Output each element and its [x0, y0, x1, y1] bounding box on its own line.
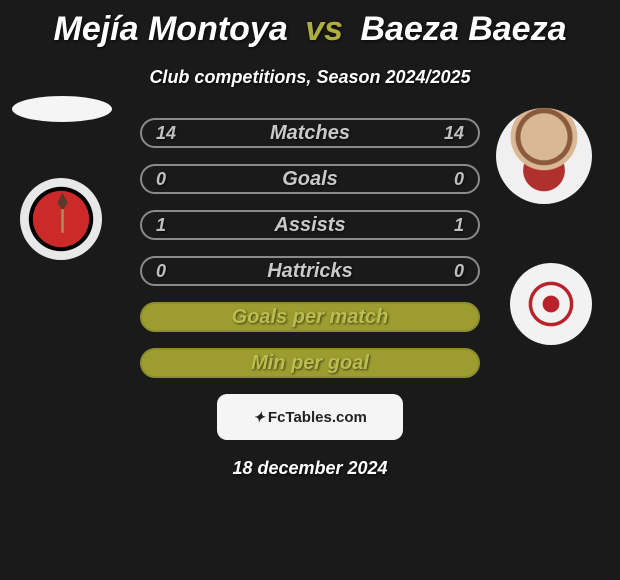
stat-right-value: 0	[454, 169, 464, 190]
subtitle: Club competitions, Season 2024/2025	[0, 67, 620, 88]
stat-label: Goals per match	[232, 306, 389, 329]
stat-bar: 14 14 Matches	[140, 118, 480, 148]
stat-left-value: 14	[156, 123, 176, 144]
content-area: 14 14 Matches 0 0 Goals 1 1 Assists 0 0 Hattricks Go…	[0, 118, 620, 378]
stat-label: Min per goal	[251, 352, 369, 375]
stat-bar: Min per goal	[140, 348, 480, 378]
stat-bars: 14 14 Matches 0 0 Goals 1 1 Assists 0 0 Hattricks Go…	[140, 118, 480, 378]
stat-label: Goals	[282, 168, 338, 191]
stat-label: Hattricks	[267, 260, 353, 283]
stat-right-value: 0	[454, 261, 464, 282]
stat-label: Matches	[270, 122, 350, 145]
player1-club-logo	[20, 178, 102, 260]
stat-label: Assists	[274, 214, 345, 237]
brand-text: FcTables.com	[268, 409, 367, 426]
vs-text: vs	[305, 10, 343, 48]
player1-name: Mejía Montoya	[54, 10, 288, 48]
date-text: 18 december 2024	[0, 458, 620, 479]
stat-left-value: 0	[156, 261, 166, 282]
comparison-title: Mejía Montoya vs Baeza Baeza	[0, 0, 620, 49]
stat-left-value: 1	[156, 215, 166, 236]
stat-bar: Goals per match	[140, 302, 480, 332]
stat-bar: 0 0 Goals	[140, 164, 480, 194]
player2-name: Baeza Baeza	[360, 10, 566, 48]
stat-right-value: 14	[444, 123, 464, 144]
stat-left-value: 0	[156, 169, 166, 190]
player1-avatar	[12, 96, 112, 122]
player2-avatar	[496, 108, 592, 204]
player2-club-logo	[510, 263, 592, 345]
stat-right-value: 1	[454, 215, 464, 236]
stat-bar: 1 1 Assists	[140, 210, 480, 240]
stat-bar: 0 0 Hattricks	[140, 256, 480, 286]
brand-box: ✦ FcTables.com	[217, 394, 403, 440]
brand-icon: ✦	[253, 409, 264, 426]
